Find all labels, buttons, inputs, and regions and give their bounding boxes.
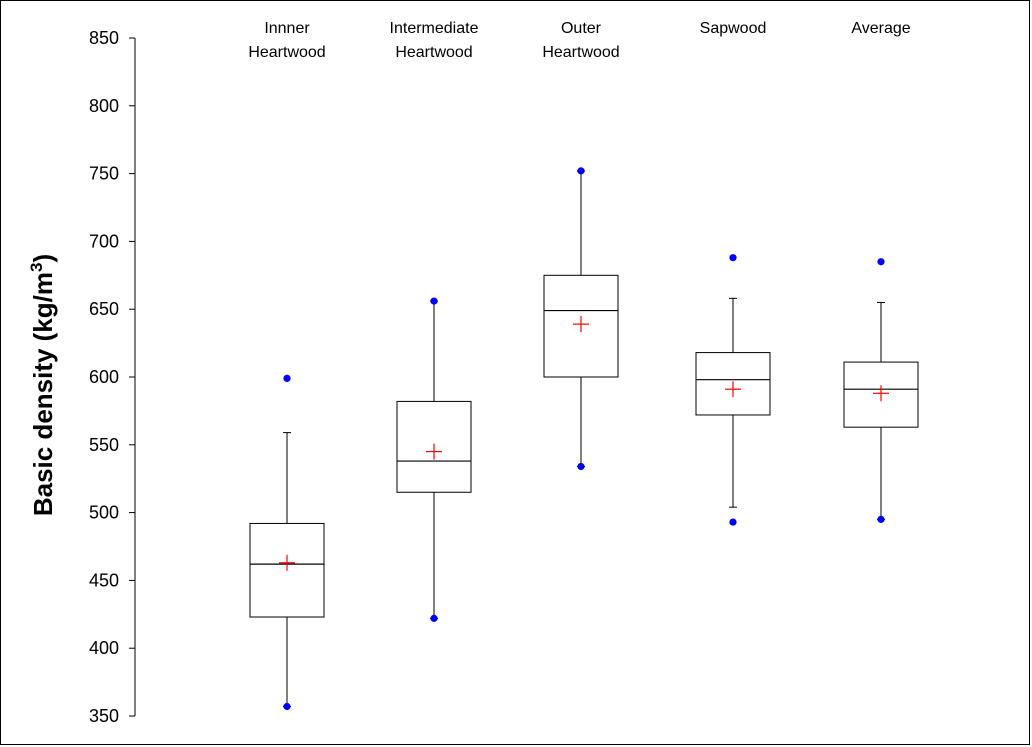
category-label: Heartwood — [248, 44, 325, 61]
y-axis-title: Basic density (kg/m3) — [27, 254, 58, 516]
y-tick-label: 700 — [89, 231, 119, 251]
y-tick-label: 450 — [89, 570, 119, 590]
y-axis-title-superscript: 3 — [27, 263, 46, 272]
category-label: Heartwood — [542, 44, 619, 61]
box-series-item — [695, 254, 771, 526]
y-tick-label: 750 — [89, 164, 119, 184]
outlier-point — [430, 297, 438, 305]
box-series-item — [396, 297, 472, 622]
category-label: Heartwood — [395, 44, 472, 61]
y-axis-title-close: ) — [28, 254, 58, 263]
category-label: Outer — [561, 20, 602, 37]
y-tick-label: 400 — [89, 638, 119, 658]
y-axis: 350 400 450 500 550 600 650 700 750 800 850 — [89, 28, 136, 726]
outlier-point — [877, 258, 885, 266]
y-tick-label: 350 — [89, 706, 119, 726]
category-labels: Innner Heartwood Intermediate Heartwood Oute… — [248, 20, 910, 61]
outlier-point — [430, 614, 438, 622]
outlier-point — [283, 374, 291, 382]
box-series-item — [249, 374, 325, 711]
outlier-point — [877, 515, 885, 523]
category-label: Average — [851, 20, 910, 37]
boxes — [249, 167, 919, 711]
box-series-item — [543, 167, 619, 471]
y-tick-label: 500 — [89, 503, 119, 523]
category-label: Innner — [264, 20, 310, 37]
y-tick-label: 600 — [89, 367, 119, 387]
y-axis-title-main: Basic density (kg/m — [28, 272, 58, 516]
y-tick-label: 550 — [89, 435, 119, 455]
outlier-point — [729, 518, 737, 526]
y-tick-label: 650 — [89, 299, 119, 319]
category-label: Sapwood — [700, 20, 767, 37]
y-tick-label: 800 — [89, 96, 119, 116]
category-label: Intermediate — [390, 20, 479, 37]
outlier-point — [283, 702, 291, 711]
outlier-point — [577, 167, 585, 175]
outlier-point — [577, 462, 585, 471]
y-tick-label: 850 — [89, 28, 119, 48]
box-series-item — [843, 258, 919, 523]
outlier-point — [729, 254, 737, 262]
